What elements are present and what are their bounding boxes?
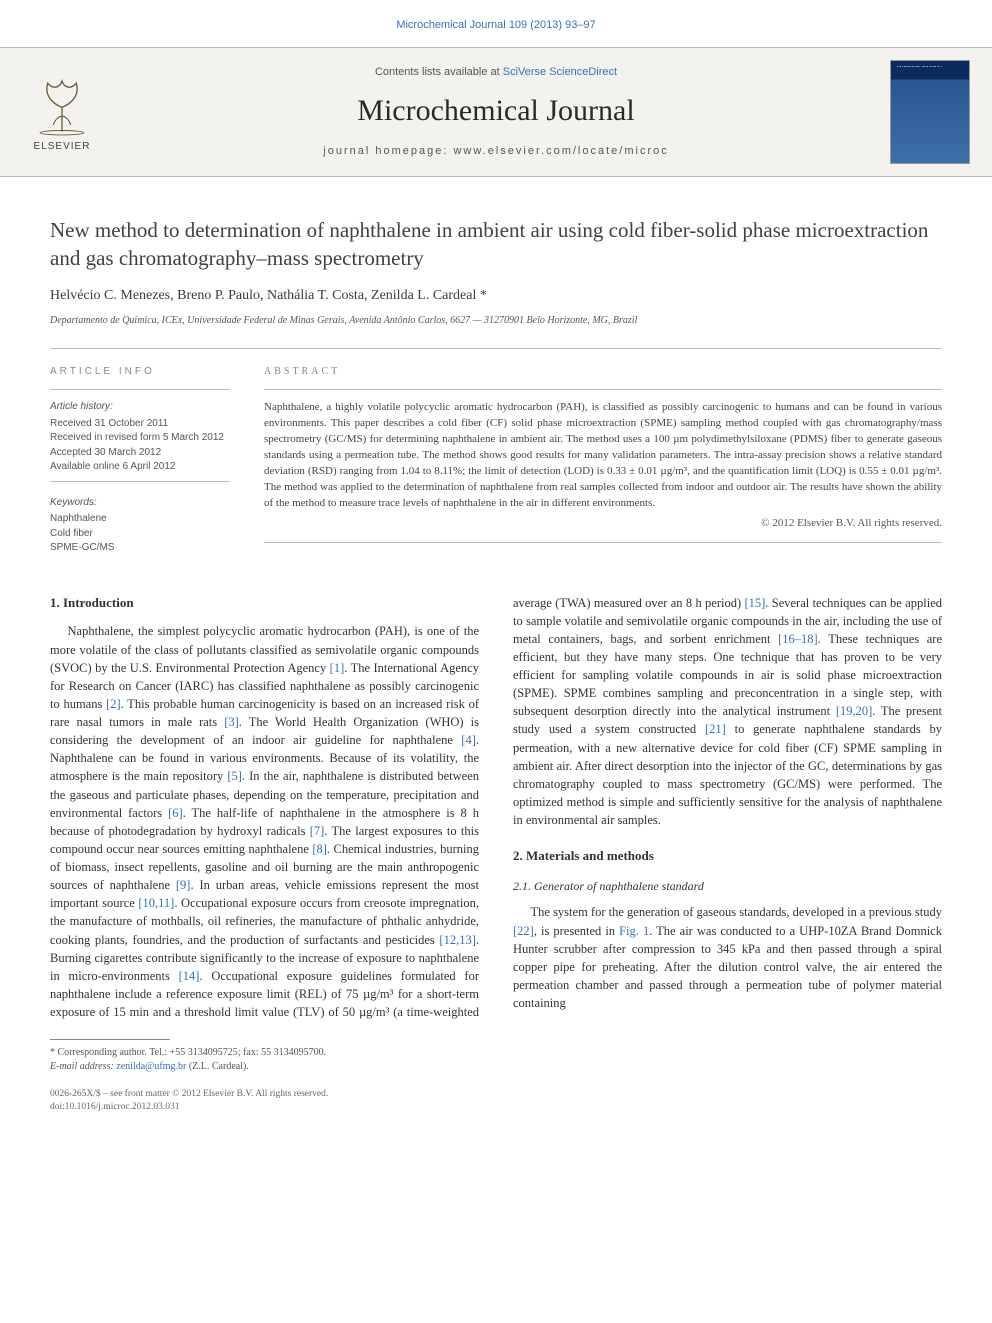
citation-link[interactable]: [1]: [330, 661, 345, 675]
body-columns: 1. Introduction Naphthalene, the simples…: [0, 594, 992, 1022]
article-title: New method to determination of naphthale…: [50, 217, 942, 272]
keyword: Naphthalene: [50, 512, 230, 527]
abstract-label: ABSTRACT: [264, 365, 942, 380]
issn-line: 0026-265X/$ – see front matter © 2012 El…: [50, 1088, 942, 1101]
history-item: Received 31 October 2011: [50, 417, 230, 432]
elsevier-tree-icon: [29, 70, 95, 136]
history-item: Accepted 30 March 2012: [50, 446, 230, 461]
citation-link[interactable]: [22]: [513, 924, 534, 938]
section-2-head: 2. Materials and methods: [513, 847, 942, 866]
contents-line: Contents lists available at SciVerse Sci…: [102, 65, 890, 80]
article-info-label: ARTICLE INFO: [50, 365, 230, 380]
figure-link[interactable]: Fig. 1: [619, 924, 649, 938]
citation-link[interactable]: [15]: [744, 596, 765, 610]
header-center: Contents lists available at SciVerse Sci…: [102, 65, 890, 160]
section-2-1-head: 2.1. Generator of naphthalene standard: [513, 878, 942, 895]
abstract-copyright: © 2012 Elsevier B.V. All rights reserved…: [264, 516, 942, 532]
citation-link[interactable]: [16–18]: [778, 632, 818, 646]
history-item: Received in revised form 5 March 2012: [50, 431, 230, 446]
bottom-matter: 0026-265X/$ – see front matter © 2012 El…: [0, 1074, 992, 1145]
publisher-logo: ELSEVIER: [22, 70, 102, 154]
journal-header: ELSEVIER Contents lists available at Sci…: [0, 47, 992, 177]
cover-title: MICROCHEMICAL JOURNAL: [897, 67, 963, 77]
citation-link[interactable]: [9]: [176, 878, 191, 892]
info-rule: [50, 389, 230, 390]
homepage-prefix: journal homepage:: [323, 145, 448, 157]
abstract-rule: [264, 389, 942, 390]
citation-link[interactable]: [10,11]: [138, 896, 174, 910]
t: , is presented in: [534, 924, 619, 938]
citation-link[interactable]: [12,13]: [439, 933, 475, 947]
homepage-line: journal homepage: www.elsevier.com/locat…: [102, 144, 890, 159]
footnote-block: * Corresponding author. Tel.: +55 313409…: [0, 1021, 992, 1074]
doi-line: doi:10.1016/j.microc.2012.03.031: [50, 1101, 942, 1114]
contents-prefix: Contents lists available at: [375, 66, 500, 78]
corresponding-author: * Corresponding author. Tel.: +55 313409…: [50, 1046, 942, 1060]
info-rule: [50, 481, 230, 482]
footnote-rule: [50, 1039, 170, 1040]
running-head-cite: 109 (2013) 93–97: [509, 19, 596, 31]
running-head-link[interactable]: Microchemical Journal 109 (2013) 93–97: [396, 19, 595, 31]
running-head: Microchemical Journal 109 (2013) 93–97: [0, 0, 992, 47]
author-list: Helvécio C. Menezes, Breno P. Paulo, Nat…: [50, 288, 476, 303]
affiliation: Departamento de Química, ICEx, Universid…: [50, 314, 942, 328]
journal-name: Microchemical Journal: [102, 90, 890, 132]
section-1-head: 1. Introduction: [50, 594, 479, 613]
body-paragraph: The system for the generation of gaseous…: [513, 903, 942, 1012]
keyword: Cold fiber: [50, 527, 230, 542]
citation-link[interactable]: [2]: [106, 697, 121, 711]
corresponding-mark: *: [480, 288, 487, 303]
email-owner: (Z.L. Cardeal).: [189, 1061, 249, 1072]
sciencedirect-link[interactable]: SciVerse ScienceDirect: [503, 66, 617, 78]
citation-link[interactable]: [6]: [168, 806, 183, 820]
email-label: E-mail address:: [50, 1061, 114, 1072]
running-head-journal: Microchemical Journal: [396, 19, 505, 31]
email-link[interactable]: zenilda@ufmg.br: [116, 1061, 186, 1072]
citation-link[interactable]: [21]: [705, 722, 726, 736]
citation-link[interactable]: [7]: [310, 824, 325, 838]
citation-link[interactable]: [5]: [227, 769, 242, 783]
history-item: Available online 6 April 2012: [50, 460, 230, 475]
abstract-text: Naphthalene, a highly volatile polycycli…: [264, 400, 942, 512]
keyword: SPME-GC/MS: [50, 541, 230, 556]
journal-cover-thumb: MICROCHEMICAL JOURNAL: [890, 60, 970, 164]
citation-link[interactable]: [8]: [312, 842, 327, 856]
homepage-url: www.elsevier.com/locate/microc: [453, 145, 668, 157]
t: to generate naphthalene standards by per…: [513, 722, 942, 827]
t: The system for the generation of gaseous…: [531, 905, 943, 919]
citation-link[interactable]: [4]: [461, 733, 476, 747]
authors: Helvécio C. Menezes, Breno P. Paulo, Nat…: [50, 286, 942, 306]
citation-link[interactable]: [3]: [224, 715, 239, 729]
abstract-rule-bottom: [264, 542, 942, 543]
keywords-head: Keywords:: [50, 496, 230, 511]
citation-link[interactable]: [14]: [179, 969, 200, 983]
citation-link[interactable]: [19,20]: [836, 704, 872, 718]
corresponding-email-line: E-mail address: zenilda@ufmg.br (Z.L. Ca…: [50, 1060, 942, 1074]
publisher-name: ELSEVIER: [34, 140, 91, 154]
article-front-matter: New method to determination of naphthale…: [0, 177, 992, 593]
info-abstract-row: ARTICLE INFO Article history: Received 3…: [50, 348, 942, 556]
article-info: ARTICLE INFO Article history: Received 3…: [50, 365, 230, 556]
abstract-block: ABSTRACT Naphthalene, a highly volatile …: [264, 365, 942, 556]
history-head: Article history:: [50, 400, 230, 415]
